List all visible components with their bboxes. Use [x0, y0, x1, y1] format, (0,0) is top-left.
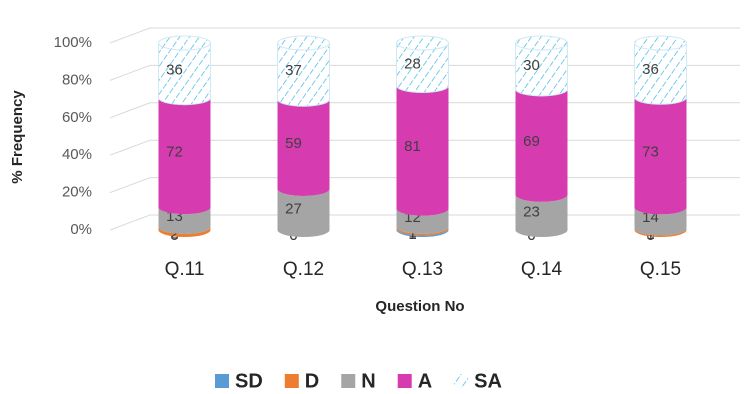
data-label: 23 — [523, 203, 540, 220]
legend-label: D — [305, 370, 319, 392]
legend-swatch — [341, 374, 356, 388]
cylinder-top — [396, 35, 449, 51]
data-label: 27 — [285, 200, 302, 217]
legend-label: N — [361, 370, 375, 392]
x-tick-label: Q.14 — [521, 259, 563, 280]
legend-label: SA — [474, 370, 502, 392]
bar-segment — [158, 97, 211, 215]
legend-swatch — [284, 374, 299, 388]
bar-segment — [396, 226, 449, 236]
data-label: 69 — [523, 133, 540, 150]
cylinder-top — [634, 35, 687, 51]
bar-segment — [396, 228, 449, 237]
bar-segment — [396, 208, 449, 234]
x-tick-label: Q.12 — [283, 259, 324, 280]
bar-segment — [515, 194, 568, 237]
legend-label: A — [418, 370, 432, 392]
bar-segment — [158, 226, 211, 237]
legend-swatch — [397, 374, 412, 388]
bar-segment — [634, 97, 687, 215]
data-label: 28 — [404, 55, 421, 72]
grid-line — [109, 27, 740, 44]
bar-segment — [634, 228, 687, 237]
x-tick-label: Q.15 — [640, 259, 681, 280]
x-tick-label: Q.11 — [165, 259, 205, 280]
y-axis-title: % Frequency — [9, 90, 26, 184]
x-axis-title: Question No — [375, 298, 464, 315]
data-label: 72 — [166, 143, 183, 160]
data-label: 36 — [166, 61, 183, 78]
cylinder-top — [158, 35, 211, 51]
y-tick-label: 20% — [62, 184, 92, 201]
data-label: 73 — [642, 143, 659, 160]
data-label: 81 — [404, 138, 421, 155]
cylinder-top — [515, 35, 568, 51]
data-label: 59 — [285, 135, 302, 152]
data-label: 37 — [285, 62, 302, 79]
bar-segment — [158, 207, 211, 234]
y-tick-label: 60% — [62, 109, 92, 126]
legend-swatch — [215, 374, 229, 388]
bar-segment — [634, 207, 687, 236]
data-label: 30 — [523, 57, 540, 74]
legend-label: SD — [235, 370, 263, 392]
bar-segment — [515, 88, 568, 202]
y-tick-label: 0% — [70, 221, 92, 238]
data-label: 36 — [642, 61, 659, 78]
y-tick-label: 100% — [54, 34, 92, 51]
legend-swatch — [454, 374, 469, 388]
x-tick-label: Q.13 — [402, 259, 443, 280]
data-label: 2 — [170, 225, 178, 242]
y-tick-label: 40% — [62, 146, 92, 163]
y-tick-label: 80% — [62, 71, 92, 88]
bar-segment — [277, 99, 330, 196]
bar-segment — [396, 85, 449, 216]
cylinder-top — [277, 35, 330, 51]
bar-segment — [277, 188, 330, 237]
